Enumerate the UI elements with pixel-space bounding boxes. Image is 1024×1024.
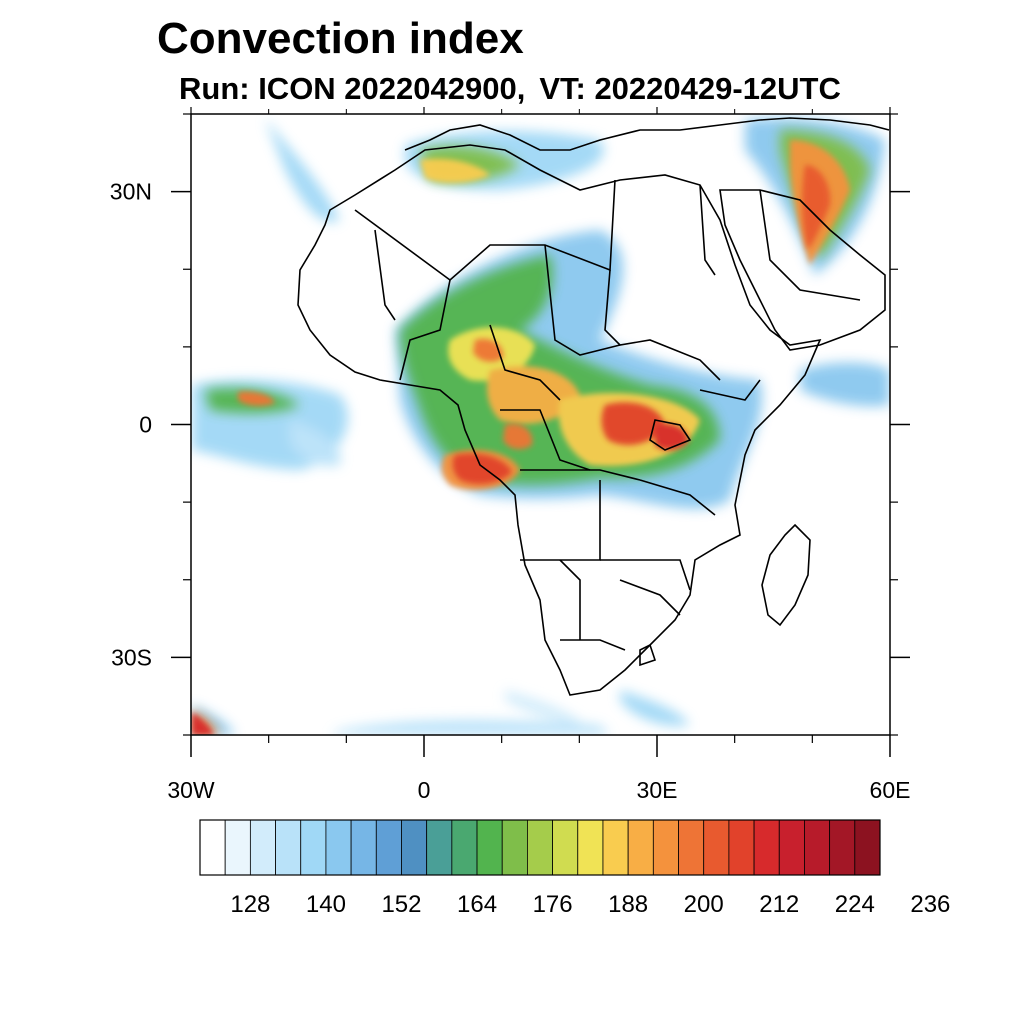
- colorbar-swatch: [854, 819, 881, 876]
- run-label: Run: ICON 2022042900,: [179, 71, 526, 106]
- colorbar-swatch: [602, 819, 629, 876]
- colorbar-swatch: [275, 819, 302, 876]
- colorbar-swatch: [375, 819, 402, 876]
- colorbar-label: 236: [910, 891, 950, 918]
- map-title: Convection index: [157, 14, 524, 63]
- colorbar-swatch: [753, 819, 780, 876]
- colorbar-label: 176: [533, 891, 573, 918]
- y-tick-label: 30N: [110, 179, 152, 205]
- colorbar-swatch: [627, 819, 654, 876]
- colorbar-swatch: [401, 819, 428, 876]
- x-tick-label: 0: [418, 777, 431, 803]
- colorbar-swatch: [350, 819, 377, 876]
- colorbar-swatch: [527, 819, 553, 876]
- colorbar-swatch: [778, 819, 805, 876]
- colorbar-label: 212: [759, 891, 799, 918]
- colorbar-swatch: [451, 819, 478, 876]
- colorbar-swatch: [199, 819, 226, 876]
- colorbar-swatch: [325, 819, 352, 876]
- colorbar-swatch: [652, 819, 679, 876]
- colorbar-swatch: [552, 819, 579, 876]
- colorbar-swatch: [224, 819, 251, 876]
- map-subtitle: Run: ICON 2022042900, VT: 20220429-12UTC: [179, 71, 841, 107]
- y-tick-label: 30S: [111, 644, 152, 670]
- axis-ticks: 30W 0 30E 60E 30N 0 30S: [110, 107, 911, 803]
- x-tick-label: 60E: [870, 777, 911, 803]
- coastlines: [297, 117, 890, 696]
- colorbar-frame: [199, 819, 881, 876]
- colorbar-swatch: [728, 819, 755, 876]
- colorbar-label: 128: [230, 891, 270, 918]
- colorbar-label: 140: [306, 891, 346, 918]
- colorbar-label: 164: [457, 891, 497, 918]
- colorbar-swatch: [678, 819, 705, 876]
- colorbar-label: 224: [835, 891, 875, 918]
- colorbar-swatch: [476, 819, 503, 876]
- x-tick-label: 30W: [167, 777, 215, 803]
- x-tick-label: 30E: [637, 777, 678, 803]
- colorbar: 128 140 152 164 176 188 200 212 224 236: [199, 819, 950, 918]
- valid-time-label: VT: 20220429-12UTC: [539, 71, 841, 106]
- colorbar-label: 200: [684, 891, 724, 918]
- colorbar-swatch: [426, 819, 453, 876]
- colorbar-swatch: [577, 819, 604, 876]
- colorbar-swatch: [804, 819, 831, 876]
- y-tick-label: 0: [139, 412, 152, 438]
- convection-field: [192, 118, 890, 735]
- colorbar-label: 152: [381, 891, 421, 918]
- colorbar-swatch: [829, 819, 856, 876]
- colorbar-swatch: [703, 819, 730, 876]
- colorbar-label: 188: [608, 891, 648, 918]
- colorbar-swatch: [501, 819, 528, 876]
- colorbar-swatch: [300, 819, 327, 876]
- colorbar-swatch: [249, 819, 276, 876]
